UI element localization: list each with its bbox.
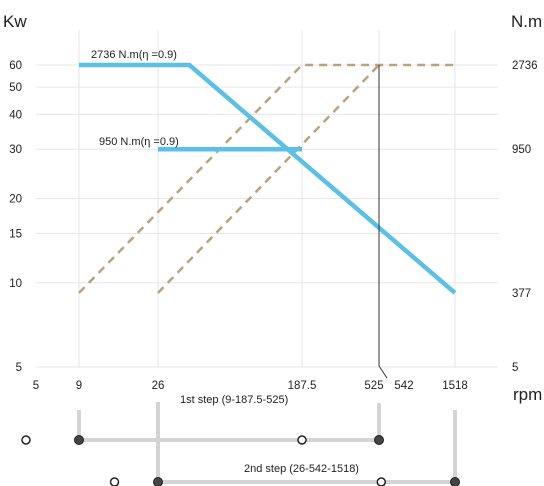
y-right-tick-label: 950	[512, 144, 531, 156]
torque-line-2	[78, 63, 455, 294]
y-left-tick-label: 5	[16, 362, 22, 374]
step-1-filled-point	[74, 435, 84, 445]
x-tick-label: 9	[76, 380, 82, 392]
x-tick-label: 187.5	[288, 380, 317, 392]
y-right-tick-label: 377	[512, 288, 531, 300]
step-diagram: 1st step (9-187.5-525) 2nd step (26-542-…	[21, 394, 460, 486]
y-left-tick-label: 30	[9, 144, 22, 156]
y-left-tick-label: 60	[9, 60, 22, 72]
step-2-label: 2nd step (26-542-1518)	[244, 463, 359, 475]
y-left-tick-label: 10	[9, 278, 22, 290]
speed-marker	[378, 65, 388, 379]
y-left-tick-label: 15	[9, 228, 22, 240]
step-2-filled-point	[153, 477, 163, 486]
step-1-filled-point	[374, 435, 384, 445]
torque-lines	[78, 63, 455, 294]
step-2-open-point	[109, 477, 120, 486]
series-label-2736: 2736 N.m(η =0.9)	[91, 49, 177, 61]
grid	[36, 30, 498, 368]
x-tick-label: 1518	[442, 380, 468, 392]
x-tick-label: 5	[33, 380, 39, 392]
y-left-tick-label: 50	[9, 82, 22, 94]
power-line-0	[79, 62, 457, 295]
y-right-tick-label: 5	[512, 362, 518, 374]
series-label-950: 950 N.m(η =0.9)	[99, 136, 179, 148]
marker-leader	[378, 365, 388, 379]
step-1-open-point	[21, 435, 31, 445]
x-tick-label: 26	[152, 380, 165, 392]
y-left-tick-label: 40	[9, 109, 22, 121]
power-lines	[79, 62, 457, 295]
x-unit: rpm	[513, 385, 542, 404]
y-left-tick-label: 20	[9, 194, 22, 206]
y-left-unit: Kw	[3, 12, 27, 31]
x-tick-label: 542	[394, 380, 413, 392]
y-right-unit: N.m	[511, 12, 542, 31]
axis-labels: Kw N.m rpm 2736 N.m(η =0.9) 950 N.m(η =0…	[3, 12, 542, 404]
tick-labels: 5 10 15 20 30 40 50 60 5 377 950 2736 5 9 26 187.5 525 54…	[9, 60, 537, 392]
step-2-open-point	[376, 477, 387, 486]
step-1-label: 1st step (9-187.5-525)	[180, 394, 288, 406]
step-1-open-point	[297, 435, 307, 445]
y-right-tick-label: 2736	[512, 60, 538, 72]
x-tick-label: 525	[364, 380, 383, 392]
torque-line-3	[157, 64, 380, 294]
step-2-filled-point	[450, 477, 460, 486]
